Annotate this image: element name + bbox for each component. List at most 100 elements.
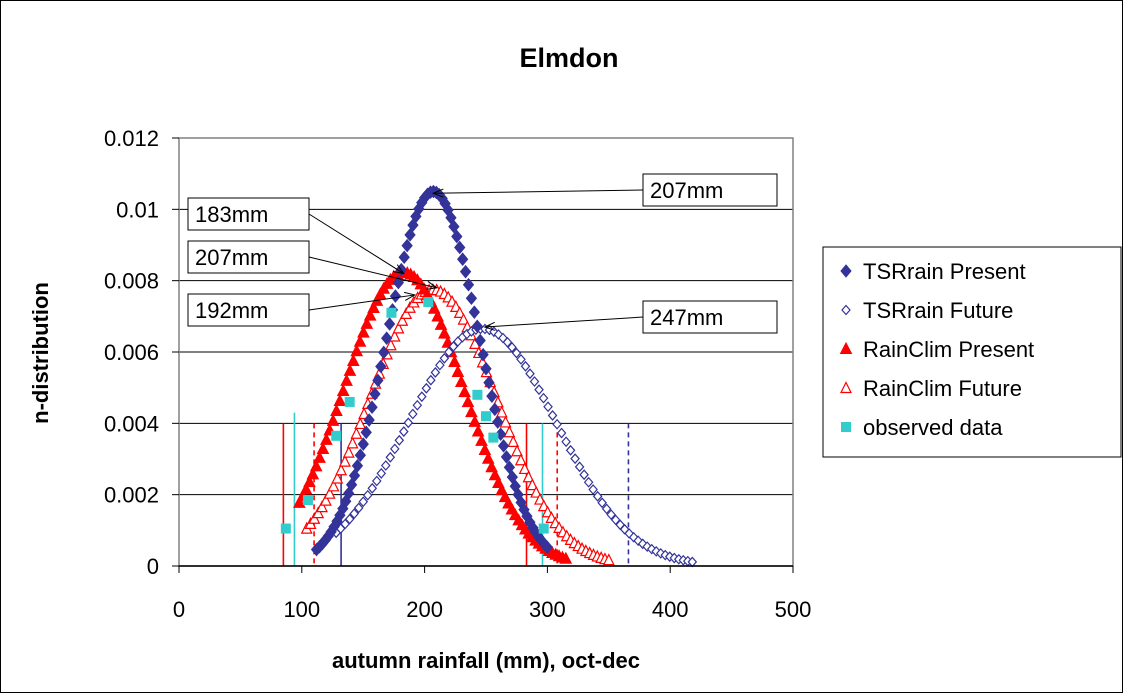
legend-item: RainClim Present — [839, 337, 1034, 362]
x-tick-label: 0 — [173, 597, 185, 622]
data-point — [336, 383, 350, 396]
data-point — [412, 399, 423, 411]
callout-label: 183mm — [195, 202, 268, 227]
chart-title: Elmdon — [520, 43, 619, 73]
data-point — [358, 496, 369, 508]
data-point — [330, 403, 343, 416]
data-point — [514, 453, 527, 466]
data-point — [398, 426, 409, 437]
data-point — [485, 460, 498, 473]
data-point — [489, 402, 501, 417]
data-point — [448, 341, 459, 352]
y-tick-label: 0.002 — [104, 483, 159, 508]
data-point — [461, 395, 475, 408]
data-point — [547, 410, 558, 421]
data-point — [363, 308, 377, 321]
data-point — [481, 411, 491, 422]
data-point — [448, 354, 461, 368]
y-tick-label: 0.006 — [104, 340, 159, 365]
data-point — [293, 495, 306, 508]
data-point — [404, 228, 416, 242]
data-point — [465, 405, 478, 418]
data-point — [471, 424, 485, 437]
data-point — [333, 393, 347, 407]
data-point — [457, 252, 469, 266]
callout: 207mm — [187, 240, 439, 290]
legend-marker — [840, 264, 852, 278]
x-tick-label: 400 — [652, 597, 689, 622]
data-point — [453, 306, 466, 318]
data-point — [529, 376, 540, 387]
x-tick-label: 200 — [406, 597, 443, 622]
legend-label: TSRrain Future — [863, 298, 1013, 323]
data-point — [354, 448, 367, 462]
data-point — [565, 444, 576, 456]
data-point — [343, 363, 357, 376]
data-point — [458, 384, 471, 398]
callout-arrow — [308, 213, 404, 274]
data-point — [383, 317, 396, 331]
data-point — [313, 450, 326, 463]
callout-arrow — [433, 189, 644, 194]
data-point — [381, 331, 393, 345]
data-point — [351, 458, 364, 473]
data-point — [316, 500, 328, 513]
y-tick-label: 0.012 — [104, 126, 159, 151]
data-point — [497, 439, 510, 453]
data-point — [302, 495, 313, 506]
data-point — [421, 382, 432, 394]
legend-item: TSRrain Present — [840, 259, 1026, 284]
data-point — [299, 482, 313, 495]
data-point — [462, 277, 475, 292]
data-point — [534, 384, 544, 396]
data-point — [303, 475, 316, 488]
data-point — [454, 374, 468, 387]
data-point — [319, 493, 332, 506]
data-point — [342, 445, 355, 458]
data-point — [389, 289, 402, 303]
callout-label: 207mm — [650, 178, 723, 203]
data-point — [389, 443, 400, 455]
data-point — [386, 307, 397, 318]
data-point — [520, 360, 531, 372]
legend-marker — [841, 304, 851, 316]
series-tsrrain-present — [310, 184, 554, 557]
data-point — [502, 336, 513, 348]
legend: TSRrain Present TSRrain Future RainClim Pr… — [822, 246, 1122, 458]
data-point — [331, 430, 342, 441]
data-point — [375, 359, 387, 374]
data-point — [323, 486, 336, 499]
y-tick-label: 0.01 — [116, 197, 159, 222]
data-point — [561, 436, 571, 448]
data-point — [363, 413, 375, 427]
data-point — [478, 442, 492, 456]
y-axis-title: n-distribution — [28, 282, 53, 424]
data-point — [570, 453, 580, 465]
data-point — [495, 405, 508, 418]
legend-item: observed data — [841, 415, 1003, 440]
data-point — [360, 425, 372, 440]
data-point — [350, 344, 364, 357]
data-point — [588, 484, 598, 495]
data-point — [430, 367, 441, 378]
callout-box — [187, 197, 310, 231]
series-layer — [280, 184, 698, 568]
callout-label: 247mm — [650, 305, 723, 330]
data-point — [338, 454, 351, 467]
data-point — [280, 523, 291, 534]
data-point — [574, 461, 585, 473]
legend-label: RainClim Future — [863, 376, 1022, 401]
data-point — [394, 434, 405, 446]
data-point — [398, 250, 410, 265]
data-point — [344, 396, 355, 407]
legend-label: TSRrain Present — [863, 259, 1026, 284]
data-point — [312, 506, 325, 519]
data-point — [606, 509, 616, 521]
data-point — [486, 389, 498, 403]
callout-label: 192mm — [195, 298, 268, 323]
callout-box — [642, 300, 778, 334]
data-point — [610, 514, 621, 526]
data-point — [326, 413, 340, 426]
